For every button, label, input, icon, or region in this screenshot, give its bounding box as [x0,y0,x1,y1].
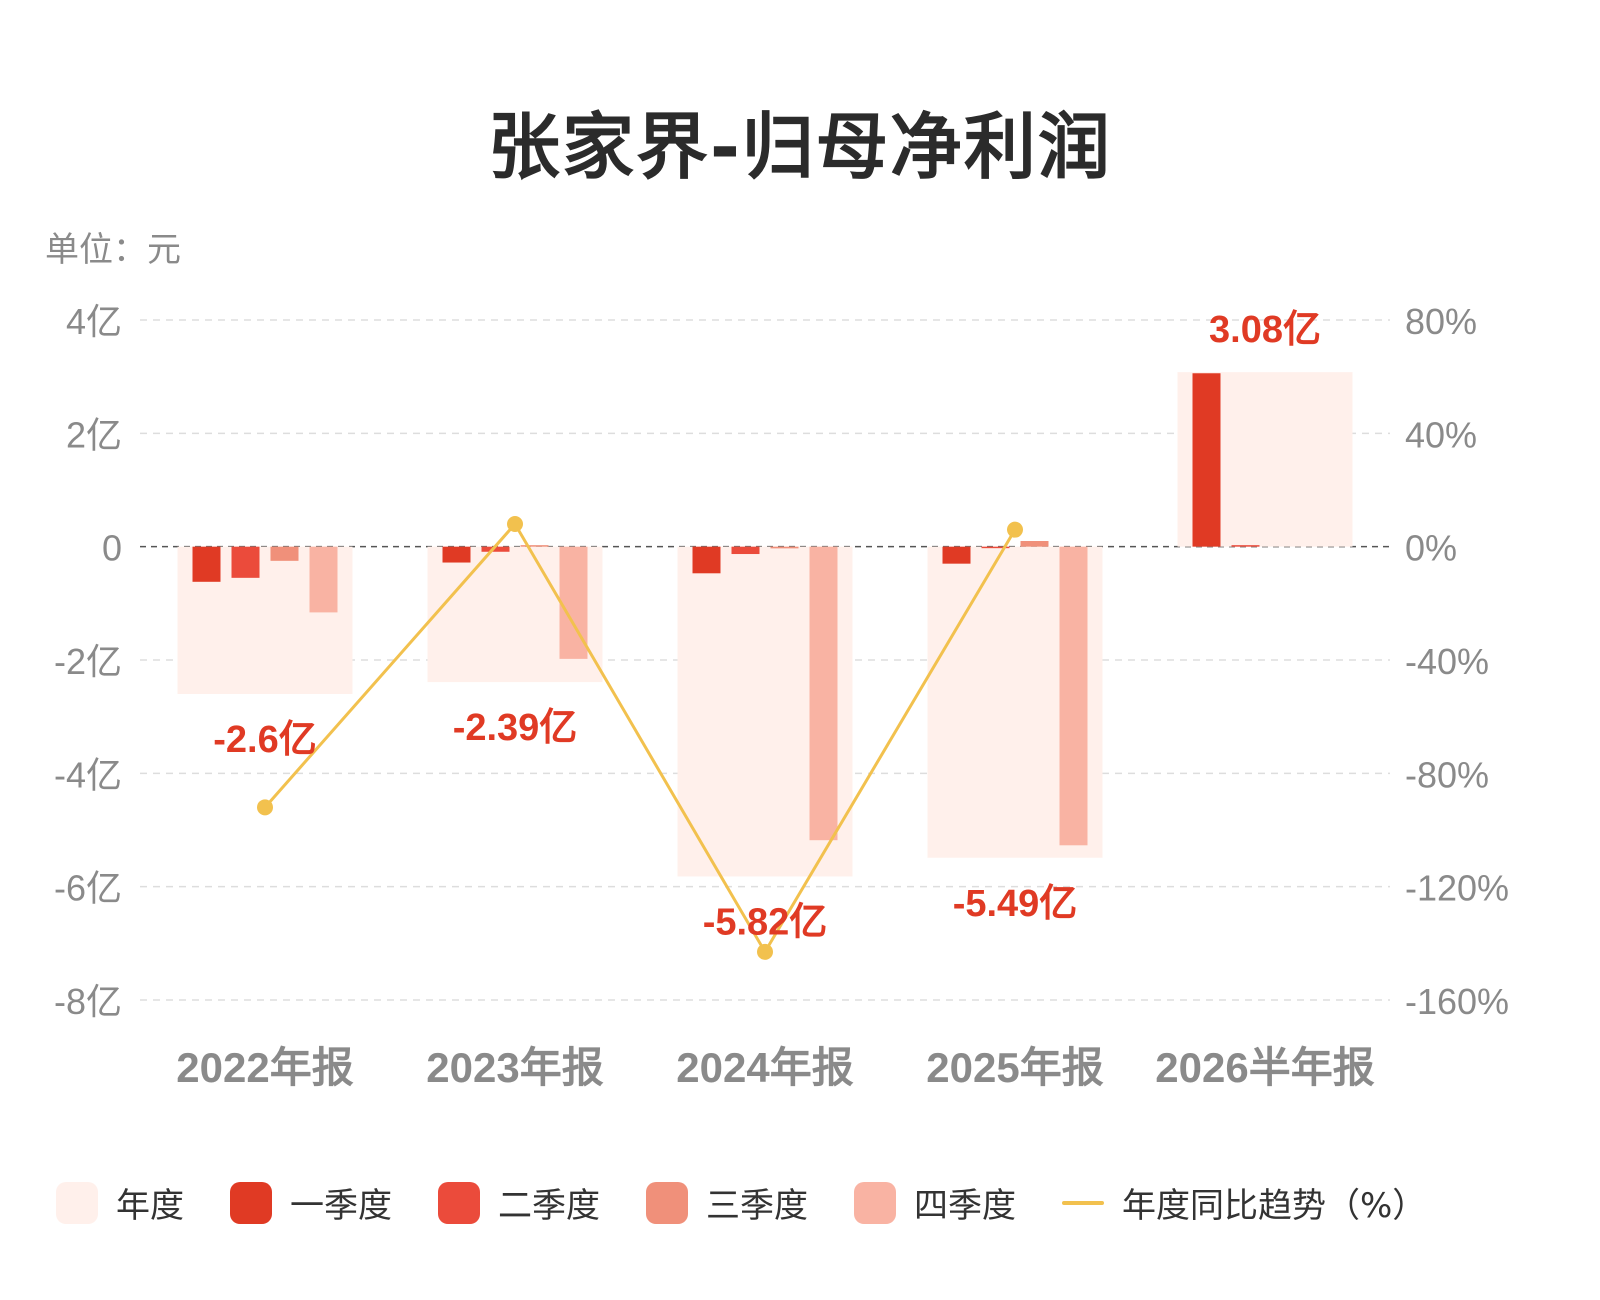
legend-swatch [646,1181,688,1224]
y-right-tick-label: 40% [1405,414,1477,455]
quarter-bar-q1 [942,546,971,564]
y-left-tick-label: -2亿 [54,641,122,682]
quarter-bar-q1 [192,546,221,582]
annual-data-label: -2.6亿 [213,719,316,761]
quarter-bar-q1 [1192,373,1221,547]
quarter-bar-q3 [1020,541,1049,547]
quarter-bar-q3 [270,546,299,561]
legend-swatch [56,1181,98,1224]
legend-item: 年度 [56,1178,184,1227]
y-right-tick-label: -40% [1405,641,1489,682]
legend-item: 一季度 [230,1178,392,1227]
legend-swatch [230,1181,272,1224]
quarter-bar-q3 [770,546,799,549]
x-tick-label: 2025年报 [926,1044,1103,1091]
legend-label: 一季度 [290,1186,392,1226]
y-right-tick-label: -160% [1405,981,1509,1022]
annual-data-label: -2.39亿 [453,707,578,749]
trend-point [757,943,773,960]
legend-item: 二季度 [438,1178,600,1227]
legend-item: 三季度 [646,1178,808,1227]
quarter-bar-q2 [981,546,1010,549]
y-left-tick-label: -6亿 [54,868,122,909]
y-left-tick-label: -4亿 [54,754,122,795]
quarter-bar-q2 [481,546,510,552]
legend-label: 年度 [116,1186,184,1226]
legend: 年度 一季度 二季度 三季度 四季度 年度同比趋势（%） [56,1178,1472,1227]
plot-area: 4亿 2亿 0 -2亿 -4亿 -6亿 -8亿 80% 40% 0% -40% -80% -120% -1… [54,301,1509,1091]
quarter-bar-q2 [731,546,760,555]
legend-label: 年度同比趋势（%） [1122,1186,1427,1226]
quarter-bar-q2 [1231,545,1260,547]
x-tick-label: 2024年报 [676,1044,853,1091]
quarter-bar-q1 [442,546,471,563]
chart-title: 张家界-归母净利润 [488,105,1112,189]
y-right-tick-label: -80% [1405,754,1489,795]
unit-label: 单位：元 [45,230,181,270]
quarter-bar-q3 [520,545,549,547]
x-tick-label: 2023年报 [426,1044,603,1091]
y-left-tick-label: -8亿 [54,981,122,1022]
annual-data-label: 3.08亿 [1209,309,1321,351]
legend-swatch [854,1181,896,1224]
quarter-bar-q4 [809,546,838,841]
trend-point [257,799,273,816]
y-right-tick-label: 0% [1405,528,1457,569]
legend-item: 年度同比趋势（%） [1062,1178,1426,1227]
y-left-tick-label: 2亿 [66,414,122,455]
legend-swatch [438,1181,480,1224]
quarter-bar-q4 [1059,546,1088,846]
annual-data-label: -5.82亿 [703,901,828,943]
legend-line-swatch [1062,1200,1104,1205]
legend-item: 四季度 [854,1178,1016,1227]
annual-data-label: -5.49亿 [953,883,1078,925]
y-left-tick-label: 0 [102,528,122,569]
trend-point [1007,521,1023,538]
legend-label: 四季度 [914,1186,1016,1226]
y-right-tick-label: -120% [1405,868,1509,909]
legend-label: 二季度 [498,1186,600,1226]
quarter-bar-q2 [231,546,260,578]
y-left-tick-label: 4亿 [66,301,122,342]
quarter-bar-q1 [692,546,721,574]
x-tick-label: 2026半年报 [1155,1044,1374,1091]
x-tick-label: 2022年报 [176,1044,353,1091]
quarter-bar-q4 [309,546,338,613]
trend-line [263,521,1017,955]
y-right-tick-label: 80% [1405,301,1477,342]
legend-label: 三季度 [706,1186,808,1226]
trend-point [507,516,523,532]
